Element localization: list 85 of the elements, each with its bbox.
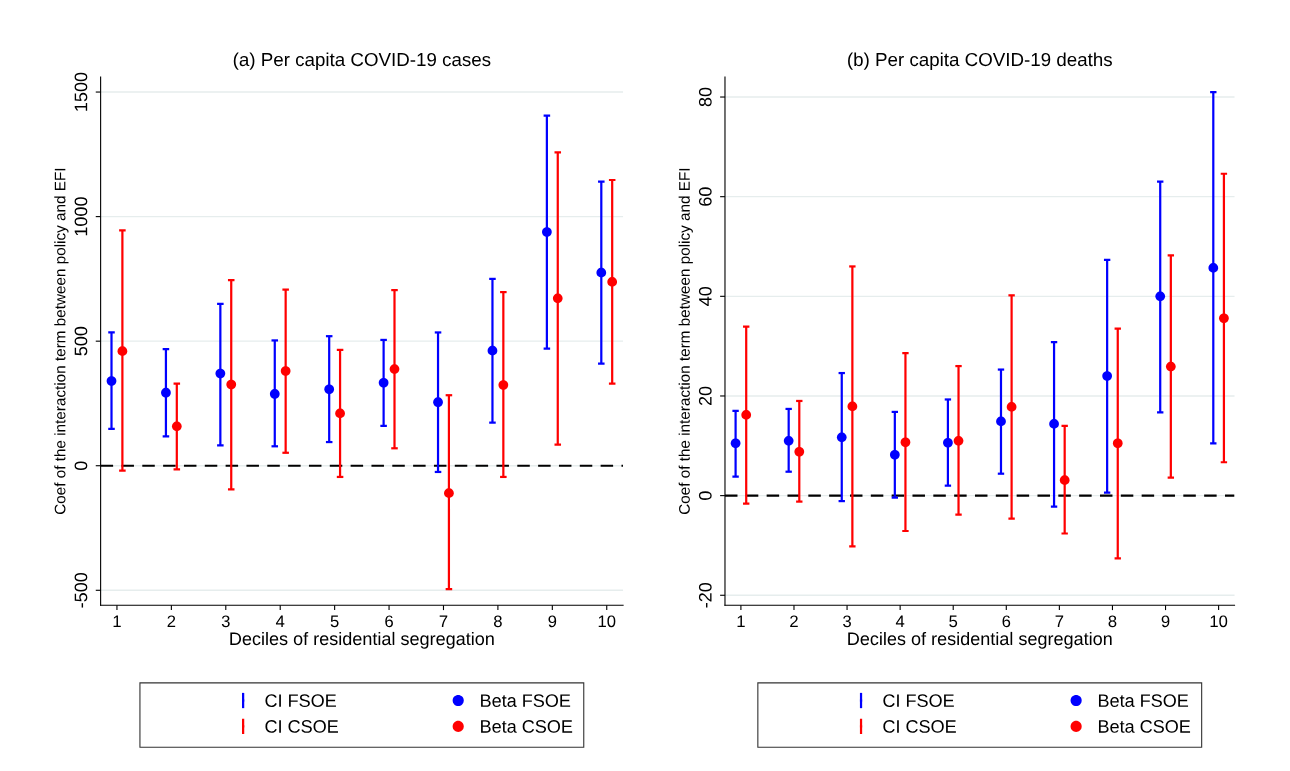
point <box>794 446 805 457</box>
x-tick-label: 9 <box>548 615 557 628</box>
point <box>836 432 847 443</box>
point <box>487 345 498 356</box>
y-tick-label: 0 <box>698 491 712 500</box>
x-tick-label: 1 <box>737 615 745 628</box>
point <box>730 438 741 449</box>
point <box>900 437 911 448</box>
y-tick-label: 500 <box>74 326 88 356</box>
x-tick-label: 5 <box>949 615 958 628</box>
point <box>1112 438 1123 449</box>
x-tick-label: 6 <box>1002 615 1011 628</box>
x-tick-label: 1 <box>113 615 121 628</box>
point <box>943 437 953 448</box>
legend-label: Beta CSOE <box>1098 720 1191 733</box>
point <box>607 277 618 287</box>
point <box>552 293 563 304</box>
chart-title: (a) Per capita COVID-19 cases <box>233 52 491 70</box>
point <box>889 449 900 460</box>
point <box>1165 361 1176 372</box>
point <box>847 401 858 412</box>
y-tick-label: 1500 <box>74 72 88 111</box>
point <box>1006 402 1017 412</box>
point <box>953 435 964 446</box>
point <box>741 410 752 420</box>
y-axis-title: Coef of the interaction term between policy and EFI <box>678 168 693 515</box>
legend-label: Beta FSOE <box>1098 694 1189 708</box>
point <box>596 267 607 278</box>
point <box>783 435 794 446</box>
y-tick-label: 20 <box>698 386 712 406</box>
point <box>269 389 280 399</box>
y-tick-label: -500 <box>74 572 88 608</box>
x-tick-label: 7 <box>1055 615 1064 628</box>
x-tick-label: 3 <box>843 615 851 628</box>
point <box>280 366 291 376</box>
point <box>335 408 345 419</box>
x-tick-label: 4 <box>275 615 285 628</box>
point <box>444 488 454 498</box>
point <box>161 387 171 398</box>
text: CI FSOE <box>883 694 954 708</box>
point <box>389 364 400 374</box>
y-axis-title: Coef of the interaction term between policy and EFI <box>54 168 69 515</box>
point <box>1049 419 1059 429</box>
x-tick-label: 7 <box>439 615 448 628</box>
x-tick-label: 10 <box>1210 615 1228 628</box>
x-tick-label: 8 <box>1108 615 1117 628</box>
chart-title: (b) Per capita COVID-19 deaths <box>848 52 1112 70</box>
point <box>226 379 237 390</box>
y-tick-label: -20 <box>698 582 712 608</box>
legend-label: Beta FSOE <box>481 694 571 708</box>
point <box>324 384 335 395</box>
point <box>106 376 117 386</box>
point <box>498 380 509 390</box>
point <box>215 368 226 379</box>
x-tick-label: 2 <box>790 615 798 628</box>
y-tick-label: 0 <box>74 461 88 471</box>
x-tick-label: 8 <box>493 615 502 628</box>
x-tick-label: 2 <box>167 615 176 628</box>
y-tick-label: 80 <box>698 87 712 107</box>
point <box>378 377 389 388</box>
y-tick-label: 40 <box>698 286 712 306</box>
point <box>1102 371 1112 381</box>
text: CI CSOE <box>265 720 338 733</box>
x-tick-label: 3 <box>221 615 230 628</box>
point <box>171 421 182 432</box>
y-tick-label: 1000 <box>74 197 88 236</box>
x-axis-title: Deciles of residential segregation <box>230 631 494 649</box>
point <box>542 227 552 237</box>
point <box>1219 313 1229 324</box>
x-axis-title: Deciles of residential segregation <box>848 631 1112 649</box>
x-tick-label: 6 <box>385 615 393 628</box>
point <box>996 416 1006 427</box>
text: CI CSOE <box>883 720 956 733</box>
point <box>117 346 128 356</box>
point <box>433 397 443 408</box>
point <box>1155 291 1166 302</box>
point <box>1059 475 1070 486</box>
x-tick-label: 5 <box>330 615 339 628</box>
legend-label: Beta CSOE <box>481 720 573 733</box>
x-tick-label: 4 <box>895 615 905 628</box>
text: CI FSOE <box>265 694 336 708</box>
x-tick-label: 10 <box>598 615 616 628</box>
point <box>1208 263 1219 273</box>
x-tick-label: 9 <box>1161 615 1170 628</box>
y-tick-label: 60 <box>698 187 712 206</box>
